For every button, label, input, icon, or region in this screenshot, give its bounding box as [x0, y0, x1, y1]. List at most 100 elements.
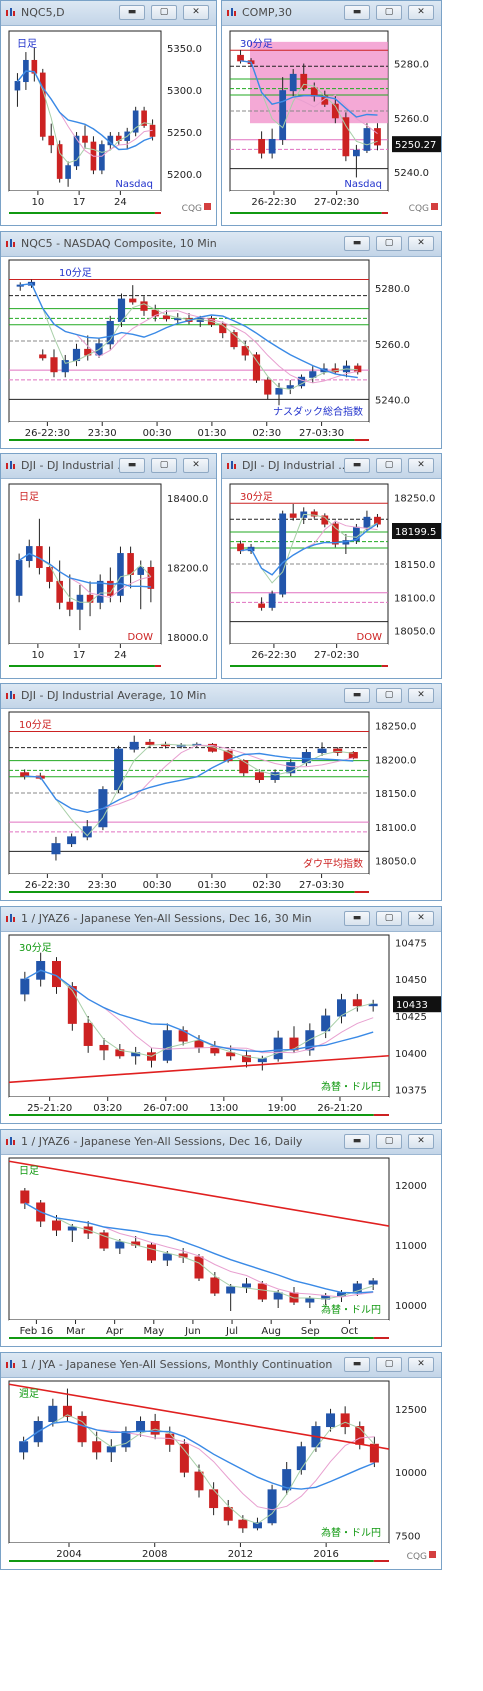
candle-body: [279, 90, 287, 140]
restore-button[interactable]: ▢: [151, 5, 177, 20]
candle-body: [286, 762, 296, 774]
moving-average-line: [24, 969, 374, 1053]
y-tick-label: 18050.0: [394, 627, 435, 638]
candle-body: [273, 1037, 283, 1060]
candle-body: [67, 836, 77, 845]
candle-body: [268, 593, 276, 608]
candle-body: [99, 144, 105, 171]
window-dji-daily: DJI - DJ Industrial ... ▬ ▢ ✕ 日足 DOW 18400…: [0, 453, 217, 679]
y-tick-label: 12500: [395, 1405, 427, 1416]
window-titlebar[interactable]: DJI - DJ Industrial Average, 10 Min ▬ ▢ …: [1, 684, 441, 709]
close-button[interactable]: ✕: [408, 1134, 434, 1149]
candle-body: [96, 580, 104, 603]
candle-body: [77, 1415, 87, 1443]
minimize-button[interactable]: ▬: [344, 1134, 370, 1149]
close-button[interactable]: ✕: [408, 236, 434, 251]
x-tick-label: 26-21:20: [317, 1103, 362, 1114]
moving-average-line: [240, 60, 378, 146]
candle-body: [56, 144, 63, 179]
window-titlebar[interactable]: NQC5,D ▬ ▢ ✕: [1, 1, 216, 26]
minimize-button[interactable]: ▬: [344, 688, 370, 703]
window-titlebar[interactable]: 1 / JYA - Japanese Yen-All Sessions, Mon…: [1, 1353, 441, 1378]
window-nqc5-daily: NQC5,D ▬ ▢ ✕ 日足 Nasdaq 5350.0 5300.0 5250.0 5…: [0, 0, 217, 226]
candle-body: [368, 1003, 378, 1007]
window-titlebar[interactable]: DJI - DJ Industrial ... ▬ ▢ ✕: [222, 454, 441, 479]
candle-body: [179, 1443, 189, 1473]
candle-body: [296, 1446, 306, 1471]
x-axis-strip: [9, 1543, 389, 1561]
candle-body: [82, 135, 88, 143]
window-titlebar[interactable]: NQC5 - NASDAQ Composite, 10 Min ▬ ▢ ✕: [1, 232, 441, 257]
restore-button[interactable]: ▢: [376, 236, 402, 251]
candle-body: [194, 1256, 204, 1279]
restore-button[interactable]: ▢: [376, 458, 402, 473]
x-tick-label: 02:30: [252, 428, 281, 439]
close-button[interactable]: ✕: [408, 458, 434, 473]
candle-body: [137, 566, 145, 575]
candle-body: [66, 601, 74, 610]
candle-body: [194, 1040, 204, 1048]
candle-body: [147, 566, 155, 589]
candle-body: [39, 72, 46, 137]
moving-average-line: [24, 1202, 374, 1294]
minimize-button[interactable]: ▬: [344, 911, 370, 926]
close-button[interactable]: ✕: [408, 688, 434, 703]
range-highlight: [250, 41, 388, 124]
restore-button[interactable]: ▢: [376, 911, 402, 926]
close-button[interactable]: ✕: [408, 1357, 434, 1372]
y-tick-label: 5350.0: [167, 44, 202, 55]
x-tick-label: 24: [114, 197, 127, 208]
x-tick-label: 27-03:30: [299, 428, 344, 439]
moving-average-line: [23, 1420, 375, 1490]
restore-button[interactable]: ▢: [151, 458, 177, 473]
x-tick-label: 10: [32, 197, 45, 208]
window-titlebar[interactable]: 1 / JYAZ6 - Japanese Yen-All Sessions, D…: [1, 1130, 441, 1155]
chart-comp-30: 30分足 Nasdaq 5280.0 5260.0 5240.0 5250.27 26-22…: [229, 30, 441, 214]
x-tick-label: 00:30: [143, 428, 172, 439]
y-tick-label: 18150.0: [375, 789, 416, 800]
restore-button[interactable]: ▢: [376, 1134, 402, 1149]
moving-average-line: [18, 552, 151, 588]
candle-body: [270, 772, 280, 780]
minimize-button[interactable]: ▬: [344, 236, 370, 251]
chart-app-icon: [6, 8, 15, 16]
restore-button[interactable]: ▢: [376, 5, 402, 20]
candle-body: [354, 365, 362, 373]
close-button[interactable]: ✕: [408, 911, 434, 926]
cqg-logo-mark: [204, 203, 211, 210]
period-label: 週足: [19, 1388, 39, 1400]
candle-body: [48, 1405, 58, 1422]
x-tick-label: 27-02:30: [314, 650, 359, 661]
y-tick-label: 5240.0: [375, 396, 410, 407]
x-tick-label: 13:00: [209, 1103, 238, 1114]
minimize-button[interactable]: ▬: [119, 458, 145, 473]
minimize-button[interactable]: ▬: [344, 1357, 370, 1372]
candle-body: [52, 1220, 61, 1231]
x-tick-label: 24: [114, 650, 127, 661]
candle-body: [342, 117, 350, 157]
candle-body: [258, 603, 265, 608]
close-button[interactable]: ✕: [408, 5, 434, 20]
window-title: NQC5 - NASDAQ Composite, 10 Min: [21, 237, 217, 250]
restore-button[interactable]: ▢: [376, 1357, 402, 1372]
window-titlebar[interactable]: DJI - DJ Industrial ... ▬ ▢ ✕: [1, 454, 216, 479]
candle-body: [355, 1426, 365, 1445]
minimize-button[interactable]: ▬: [344, 5, 370, 20]
candle-body: [114, 748, 124, 791]
minimize-button[interactable]: ▬: [344, 458, 370, 473]
candle-body: [317, 748, 327, 753]
moving-average-line: [240, 60, 378, 118]
chart-watermark: DOW: [128, 632, 154, 643]
window-titlebar[interactable]: COMP,30 ▬ ▢ ✕: [222, 1, 441, 26]
x-tick-label: 2008: [142, 1549, 167, 1560]
close-button[interactable]: ✕: [183, 5, 209, 20]
candle-body: [129, 741, 139, 750]
candle-body: [237, 54, 244, 62]
minimize-button[interactable]: ▬: [119, 5, 145, 20]
restore-button[interactable]: ▢: [376, 688, 402, 703]
window-titlebar[interactable]: 1 / JYAZ6 - Japanese Yen-All Sessions, D…: [1, 907, 441, 932]
candle-body: [127, 553, 134, 575]
y-tick-label: 5300.0: [167, 86, 202, 97]
close-button[interactable]: ✕: [183, 458, 209, 473]
